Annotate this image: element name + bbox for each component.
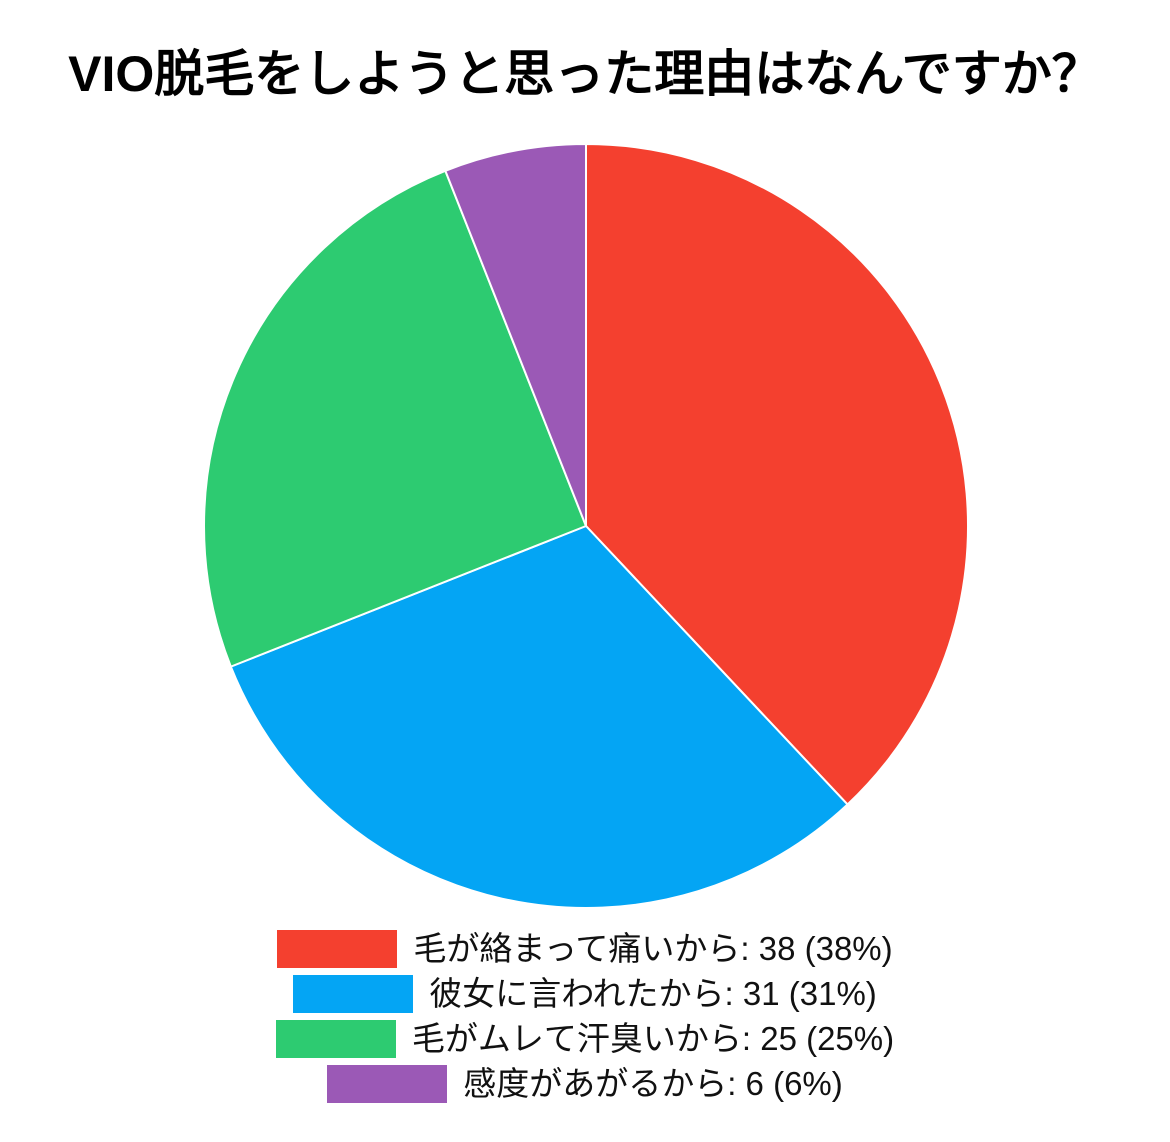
legend-label: 毛が絡まって痛いから: 38 (38%) (413, 930, 893, 967)
pie-slice-3 (203, 169, 587, 668)
pie-slice-1 (585, 143, 969, 806)
legend-label: 感度があがるから: 6 (6%) (463, 1065, 843, 1102)
legend-label: 毛がムレて汗臭いから: 25 (25%) (411, 1020, 895, 1057)
legend-item: 彼女に言われたから: 31 (31%) (293, 974, 877, 1014)
legend-label: 彼女に言われたから: 31 (31%) (429, 975, 877, 1012)
legend-item: 毛が絡まって痛いから: 38 (38%) (277, 929, 893, 969)
pie-chart (203, 143, 969, 909)
pie-slice-4 (444, 143, 587, 527)
chart-title: VIO脱毛をしようと思った理由はなんですか？ (68, 46, 1102, 102)
legend-item: 毛がムレて汗臭いから: 25 (25%) (275, 1019, 895, 1059)
legend-color-swatch (275, 1020, 396, 1058)
pie-slice-2 (229, 525, 849, 909)
legend-item: 感度があがるから: 6 (6%) (327, 1064, 843, 1104)
legend-color-swatch (293, 975, 414, 1013)
chart-legend: 毛が絡まって痛いから: 38 (38%) 彼女に言われたから: 31 (31%) 毛… (0, 929, 1170, 1104)
legend-color-swatch (327, 1065, 448, 1103)
legend-color-swatch (277, 930, 398, 968)
